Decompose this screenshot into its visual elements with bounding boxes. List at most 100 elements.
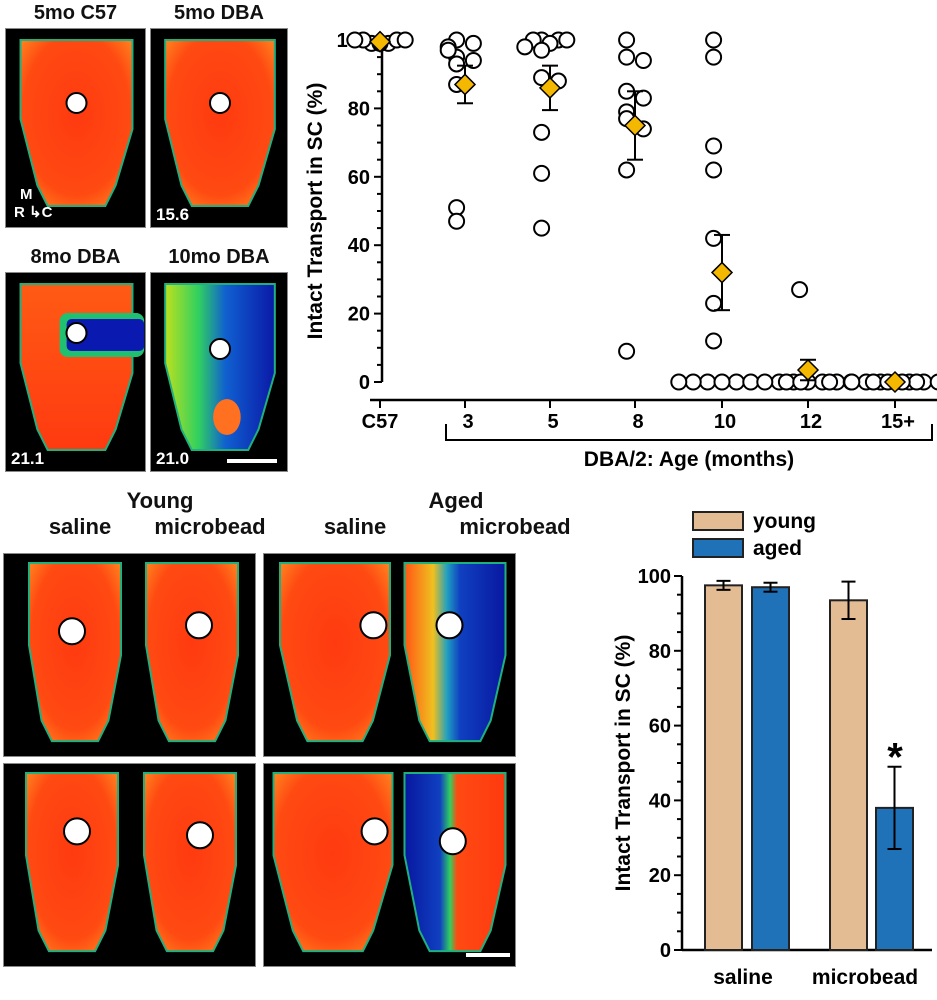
x-tick-label: microbead [812, 966, 918, 989]
retina-heatmap-panel [142, 556, 242, 754]
bar-young-saline [704, 584, 743, 951]
data-point [448, 55, 466, 73]
data-point [705, 332, 723, 350]
legend-label-aged: aged [753, 537, 802, 560]
retina-heatmap-panel: 21.1 [5, 272, 146, 472]
arrow-right-icon: ↳ [29, 204, 42, 221]
optic-nerve-head-marker [58, 617, 86, 646]
data-point [533, 164, 551, 182]
panel-title: 5mo DBA [173, 2, 264, 24]
optic-nerve-head-marker [359, 611, 388, 640]
data-point [705, 137, 723, 155]
heatmap-image [164, 283, 276, 451]
heatmap-image [279, 562, 391, 743]
y-axis-label: Intact Transport in SC (%) [612, 635, 635, 892]
panel-value-label: 21.1 [11, 449, 45, 468]
y-tick-label: 80 [649, 641, 671, 663]
data-point [843, 373, 861, 391]
retina-heatmap-panel [140, 766, 240, 964]
retina-heatmap-panel: 15.6 [150, 28, 288, 228]
dba-bracket [445, 424, 933, 441]
heatmap-fill [145, 774, 235, 951]
data-point [929, 373, 937, 391]
column-label-young-saline: saline [48, 514, 112, 539]
bracket-label: DBA/2: Age (months) [584, 448, 794, 471]
optic-nerve-head-marker [65, 92, 88, 114]
data-point [821, 373, 839, 391]
mean-marker [623, 114, 647, 137]
bar-chart: 0 20 40 60 80 100 Intact Transport in SC (%) sa… [612, 510, 932, 989]
panel-value-label: 21.0 [156, 449, 190, 468]
x-tick-label: 5 [547, 411, 558, 433]
data-point [908, 373, 926, 391]
heatmap-image [19, 39, 134, 207]
data-point [705, 48, 723, 66]
data-point [705, 229, 723, 247]
y-tick-label: 40 [649, 790, 671, 812]
data-point [727, 373, 745, 391]
bar-aged-saline [751, 586, 790, 951]
y-tick-label: 60 [348, 167, 370, 189]
significance-asterisk: * [887, 735, 903, 779]
x-tick-label: 8 [632, 411, 643, 433]
y-tick-label: 80 [348, 98, 370, 120]
retina-heatmap-panel [25, 556, 125, 754]
data-point [699, 373, 717, 391]
y-tick-label: 20 [649, 865, 671, 887]
column-label-young-microbead: microbead [154, 514, 266, 539]
data-point [634, 52, 652, 70]
data-point [618, 48, 636, 66]
mean-marker [883, 370, 907, 394]
panel-value-label: 15.6 [156, 205, 190, 224]
mean-marker [368, 30, 392, 53]
data-point [670, 373, 688, 391]
x-tick-label: C57 [362, 411, 399, 433]
heatmap-image [403, 772, 507, 953]
optic-nerve-head-marker [435, 611, 464, 640]
y-tick-label: 100 [638, 566, 671, 588]
optic-nerve-head-marker [209, 92, 231, 114]
legend-label-young: young [753, 510, 816, 533]
optic-nerve-head-marker [209, 338, 231, 360]
heatmap-image [28, 562, 122, 743]
heatmap-fill [21, 41, 132, 205]
y-tick-label: 60 [649, 716, 671, 738]
data-point [864, 373, 882, 391]
heatmap-image [403, 562, 507, 743]
optic-nerve-head-marker [438, 827, 467, 856]
data-point [618, 342, 636, 360]
bar-young-microbead [829, 599, 868, 951]
optic-nerve-head-marker [186, 821, 214, 850]
retina-heatmap-panel [400, 556, 510, 754]
data-point [396, 31, 414, 49]
heatmap-fill [274, 774, 392, 951]
data-point [684, 373, 702, 391]
data-point [777, 373, 795, 391]
retina-heatmap-panel [400, 766, 510, 964]
data-point [558, 31, 576, 49]
optic-nerve-head-marker [360, 817, 389, 846]
heatmap-image [19, 283, 145, 451]
scale-bar [466, 953, 510, 957]
data-point [705, 161, 723, 179]
optic-nerve-head-marker [63, 817, 91, 846]
heatmap-fill [27, 774, 117, 951]
panel-title: 10mo DBA [168, 246, 270, 268]
legend-swatch-young [692, 511, 744, 531]
data-point [346, 31, 364, 49]
data-point [756, 373, 774, 391]
x-tick-label: 12 [800, 411, 822, 433]
data-point [464, 52, 482, 70]
mean-marker [538, 76, 562, 99]
orientation-arrows: R ↳C [14, 204, 53, 221]
orientation-up-label: M [20, 186, 33, 203]
x-tick-label: 15+ [881, 411, 915, 433]
mean-marker [453, 73, 477, 96]
data-point [618, 31, 636, 49]
scale-bar [227, 459, 277, 463]
data-point [791, 281, 809, 299]
heatmap-fill [166, 285, 274, 449]
data-point [533, 219, 551, 237]
